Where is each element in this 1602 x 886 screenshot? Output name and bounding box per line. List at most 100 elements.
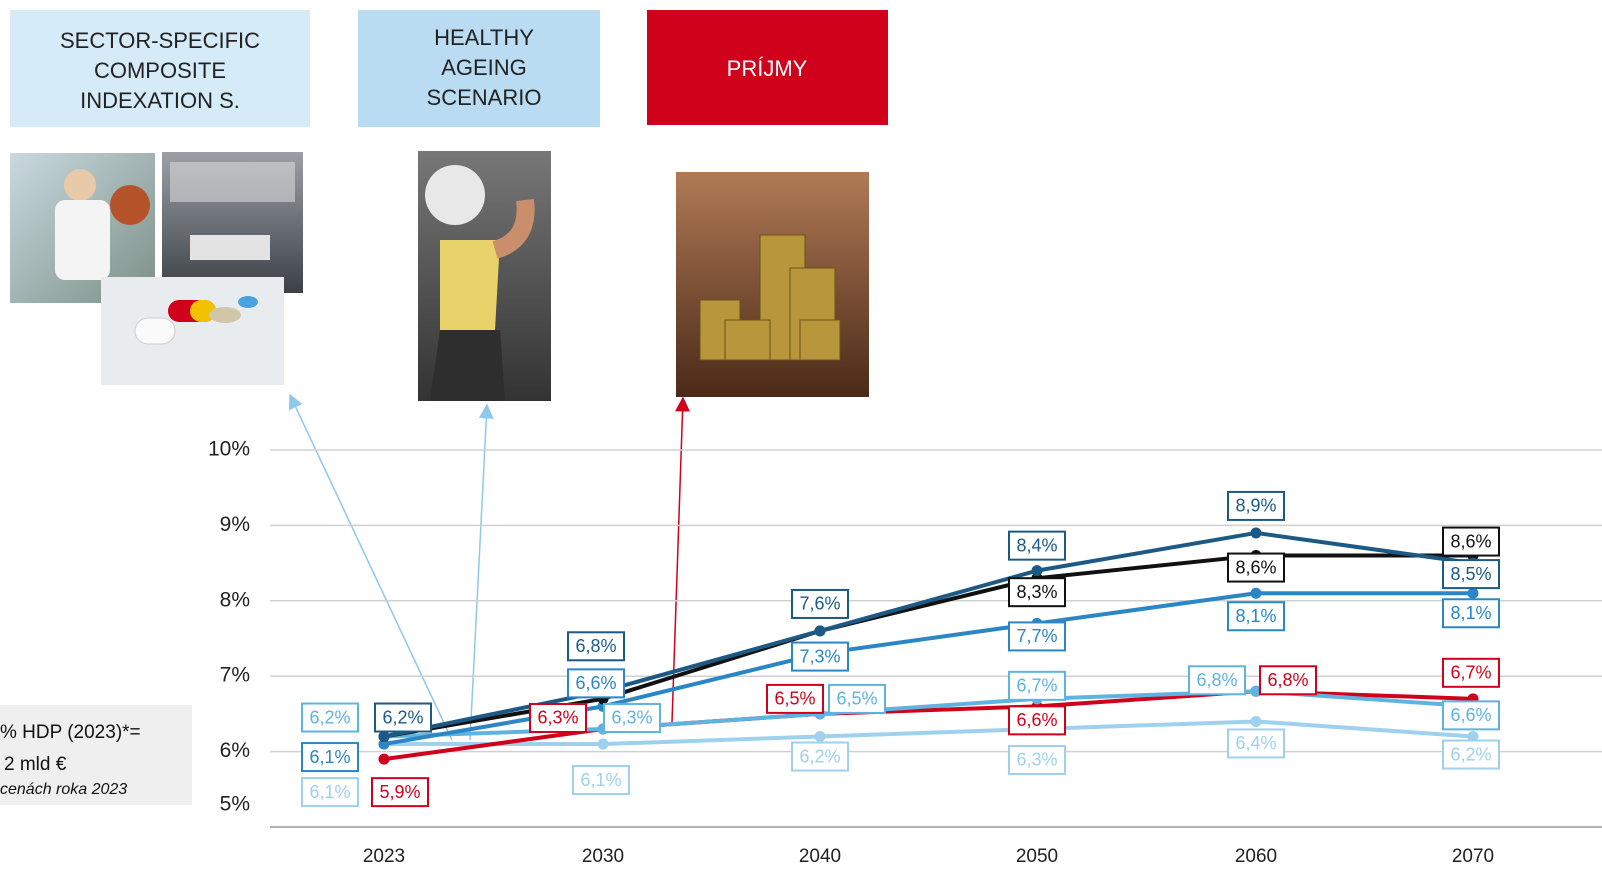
data-label: 6,2%: [1450, 744, 1491, 764]
data-label: 6,6%: [1450, 705, 1491, 725]
data-label: 6,1%: [309, 782, 350, 802]
point: [1250, 527, 1262, 539]
label-box: [603, 702, 661, 733]
series-line: [384, 719, 1474, 747]
label-box: [1442, 559, 1500, 590]
data-label: 7,6%: [799, 594, 840, 614]
data-label: 6,2%: [799, 746, 840, 766]
point: [378, 738, 390, 750]
point: [378, 731, 390, 743]
data-label: 8,1%: [1235, 606, 1276, 626]
point: [1250, 685, 1262, 697]
label-box: [1442, 657, 1500, 688]
data-label: 6,6%: [1016, 710, 1057, 730]
label-box: [1442, 526, 1500, 557]
point: [1467, 587, 1479, 599]
label-box: [1008, 621, 1066, 652]
data-label: 6,3%: [611, 708, 652, 728]
label-box: [1442, 700, 1500, 731]
data-label: 6,5%: [774, 689, 815, 709]
arrow: [469, 403, 494, 741]
label-box: [374, 702, 432, 733]
label-box: [1442, 598, 1500, 629]
label-box: [371, 777, 429, 808]
y-tick-label: 6%: [220, 739, 250, 762]
label-box: [301, 777, 359, 808]
data-label: 6,8%: [1267, 670, 1308, 690]
data-label: 6,2%: [309, 707, 350, 727]
data-label: 8,5%: [1450, 564, 1491, 584]
data-label: 6,3%: [537, 708, 578, 728]
label-box: [828, 683, 886, 714]
header-text: COMPOSITE: [94, 58, 226, 83]
photo-senior: [418, 151, 551, 401]
label-box: [766, 683, 824, 714]
point: [1250, 715, 1262, 727]
data-label: 8,4%: [1016, 535, 1057, 555]
label-box: [1188, 665, 1246, 696]
header-box: [10, 10, 310, 127]
note-text: 2 mld €: [4, 754, 67, 775]
x-tick-label: 2050: [1016, 846, 1058, 867]
label-box: [1442, 739, 1500, 770]
header-box: [358, 10, 600, 127]
label-box: [1008, 705, 1066, 736]
header-text: HEALTHY: [434, 25, 534, 50]
data-label: 6,2%: [382, 707, 423, 727]
point: [814, 731, 826, 743]
point: [597, 738, 609, 750]
y-tick-label: 5%: [220, 793, 250, 816]
label-box: [301, 742, 359, 773]
data-label: 8,3%: [1016, 582, 1057, 602]
data-label: 8,6%: [1235, 557, 1276, 577]
data-label: 6,8%: [575, 636, 616, 656]
data-label: 5,9%: [379, 782, 420, 802]
point: [814, 625, 826, 637]
data-label: 6,8%: [1196, 670, 1237, 690]
data-label: 6,5%: [836, 689, 877, 709]
label-box: [1227, 552, 1285, 583]
label-box: [529, 702, 587, 733]
label-box: [1227, 601, 1285, 632]
label-box: [572, 765, 630, 796]
data-label: 6,1%: [309, 747, 350, 767]
label-box: [1008, 530, 1066, 561]
label-box: [791, 588, 849, 619]
data-label: 6,1%: [580, 770, 621, 790]
x-tick-label: 2070: [1452, 846, 1494, 867]
point: [1250, 587, 1262, 599]
data-label: 6,6%: [575, 673, 616, 693]
point: [378, 753, 390, 765]
y-tick-label: 10%: [208, 438, 250, 461]
point: [1031, 565, 1043, 577]
label-box: [567, 631, 625, 662]
note-text: % HDP (2023)*=: [0, 722, 141, 743]
data-label: 8,1%: [1450, 603, 1491, 623]
header-text: SECTOR-SPECIFIC: [60, 28, 260, 53]
chart: 5% 6% 7% 8% 9% 10% 2023 2030 2040 2050 2060 2070 6,1…: [208, 438, 1602, 867]
header-text: PRÍJMY: [727, 56, 808, 81]
data-label: 6,7%: [1450, 663, 1491, 683]
header-text: SCENARIO: [427, 85, 542, 110]
data-label: 7,7%: [1016, 626, 1057, 646]
label-box: [1008, 670, 1066, 701]
data-label: 6,3%: [1016, 750, 1057, 770]
x-tick-label: 2023: [363, 846, 405, 867]
label-box: [1227, 490, 1285, 521]
arrow: [288, 393, 453, 741]
data-label: 6,7%: [1016, 676, 1057, 696]
data-label: 8,6%: [1450, 531, 1491, 551]
label-box: [1008, 744, 1066, 775]
label-box: [301, 702, 359, 733]
label-box: [791, 641, 849, 672]
data-label: 8,9%: [1235, 496, 1276, 516]
y-tick-label: 7%: [220, 664, 250, 687]
footnote: cenách roka 2023: [0, 781, 127, 798]
point: [1467, 731, 1479, 743]
x-tick-label: 2060: [1235, 846, 1277, 867]
label-box: [791, 741, 849, 772]
arrow: [671, 396, 691, 723]
label-box: [1259, 665, 1317, 696]
